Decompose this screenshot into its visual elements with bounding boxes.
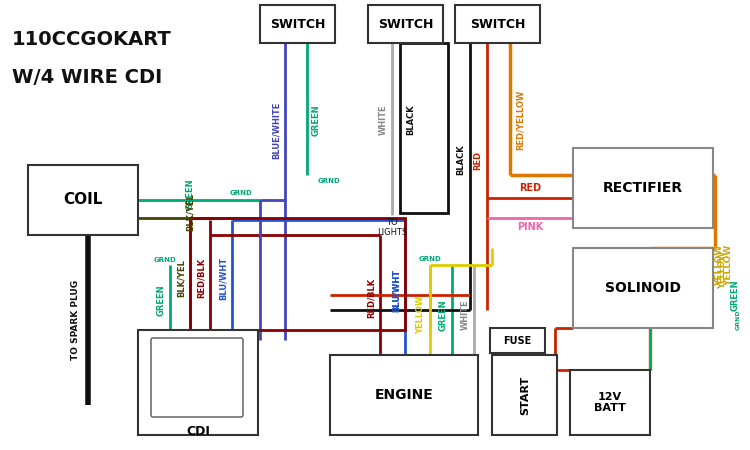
Text: YELLOW: YELLOW [416, 296, 425, 334]
Text: WHITE: WHITE [460, 300, 470, 330]
Text: BLK/YEL: BLK/YEL [185, 193, 194, 231]
Text: GRND: GRND [154, 257, 176, 263]
Text: BLACK: BLACK [406, 105, 416, 135]
Text: COIL: COIL [63, 193, 103, 207]
Text: BLU/WHT: BLU/WHT [392, 269, 400, 311]
Text: W/4 WIRE CDI: W/4 WIRE CDI [12, 68, 162, 87]
Bar [368, 5, 443, 43]
Bar [330, 355, 478, 435]
Bar [28, 165, 138, 235]
Text: ENGINE: ENGINE [375, 388, 434, 402]
Text: RED/BLK: RED/BLK [367, 278, 376, 318]
Text: FUSE: FUSE [503, 336, 532, 346]
Text: YELLOW: YELLOW [724, 244, 733, 286]
Bar [138, 330, 258, 435]
FancyBboxPatch shape [151, 338, 243, 417]
Text: CDI: CDI [186, 425, 210, 438]
Text: BLUE/WHITE: BLUE/WHITE [272, 101, 280, 159]
Text: PINK: PINK [517, 222, 543, 232]
Bar [573, 248, 713, 328]
Text: GREEN: GREEN [311, 104, 320, 136]
Text: RED: RED [473, 150, 482, 170]
Text: GRND: GRND [736, 310, 740, 330]
Text: SWITCH: SWITCH [470, 18, 525, 31]
Bar [400, 43, 448, 213]
Bar [260, 5, 335, 43]
Text: BLK/YEL: BLK/YEL [176, 259, 185, 297]
Text: RED/BLK: RED/BLK [196, 258, 206, 298]
Text: RECTIFIER: RECTIFIER [603, 181, 683, 195]
Text: SOLINOID: SOLINOID [605, 281, 681, 295]
Text: GRND: GRND [230, 190, 252, 196]
Text: YELLOW: YELLOW [718, 251, 728, 289]
Bar [490, 328, 545, 353]
Text: WHITE: WHITE [379, 105, 388, 135]
Text: YELLOW: YELLOW [716, 244, 724, 286]
Text: BLU/WHT: BLU/WHT [218, 256, 227, 300]
Text: GREEN: GREEN [157, 284, 166, 316]
Text: GRND: GRND [419, 256, 441, 262]
Text: RED: RED [519, 183, 541, 193]
Text: TO
LIGHTS: TO LIGHTS [376, 218, 407, 238]
Text: RED/YELLOW: RED/YELLOW [515, 90, 524, 150]
Text: GREEN: GREEN [439, 299, 448, 331]
Text: START: START [520, 375, 530, 414]
Text: GREEN: GREEN [185, 178, 194, 210]
Text: 110CCGOKART: 110CCGOKART [12, 30, 172, 49]
Bar [190, 218, 405, 330]
Text: TO SPARK PLUG: TO SPARK PLUG [70, 280, 80, 360]
Text: BLACK: BLACK [457, 145, 466, 176]
Text: BLU/WHT: BLU/WHT [392, 269, 400, 311]
Text: GREEN: GREEN [730, 279, 740, 311]
Bar [573, 148, 713, 228]
Bar [455, 5, 540, 43]
Text: SWITCH: SWITCH [270, 18, 326, 31]
Text: GRND: GRND [318, 178, 340, 184]
Text: 12V
BATT: 12V BATT [594, 392, 626, 413]
Bar [492, 355, 557, 435]
Bar [570, 370, 650, 435]
Text: SWITCH: SWITCH [378, 18, 433, 31]
